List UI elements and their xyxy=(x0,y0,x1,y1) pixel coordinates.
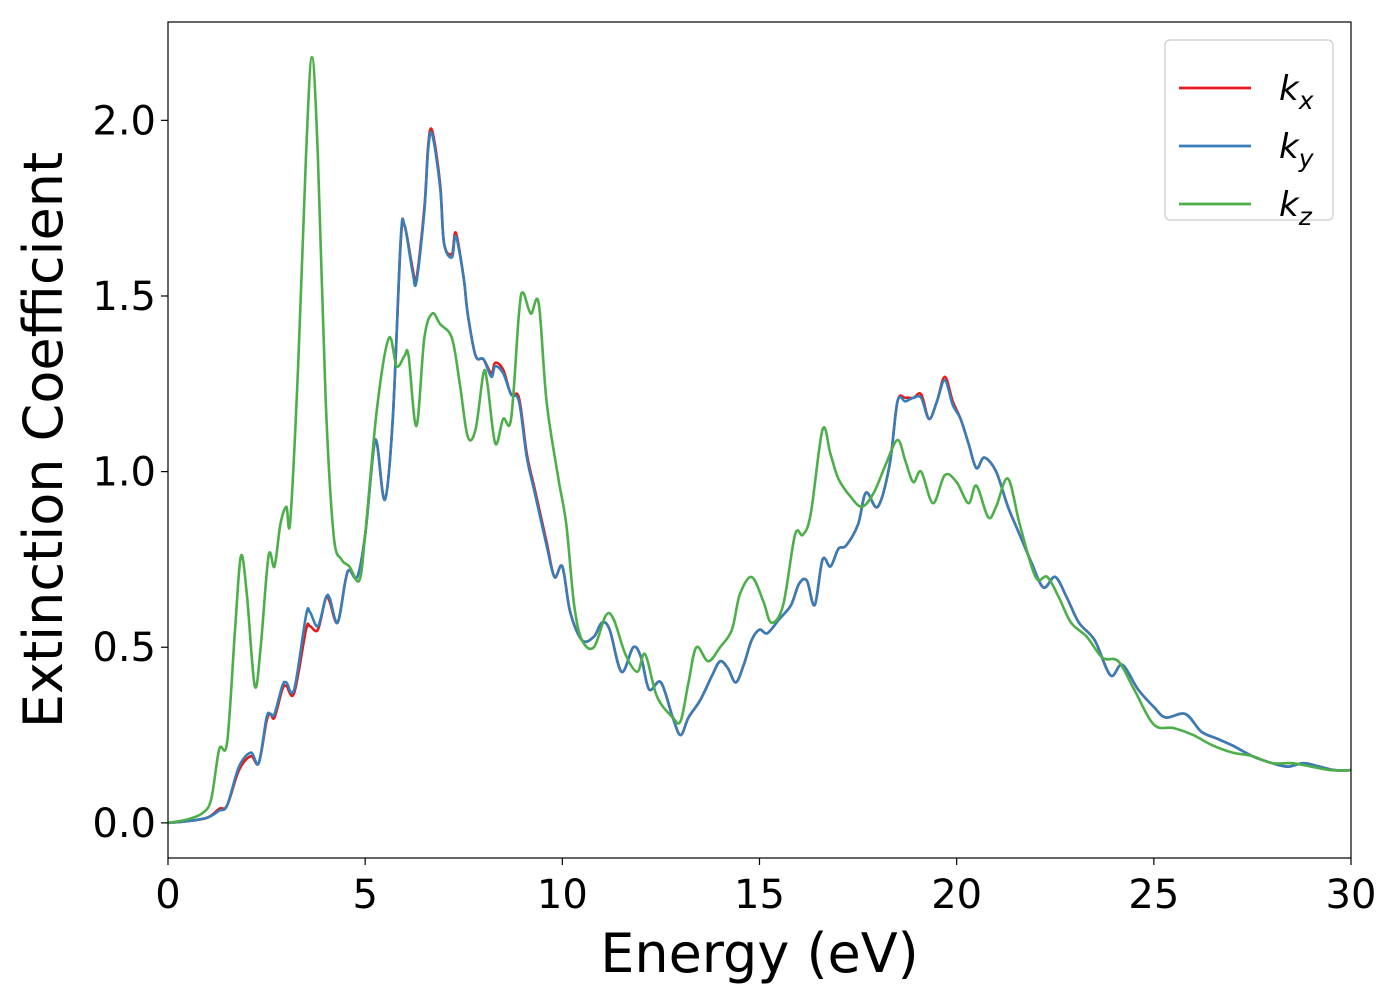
x-tick-label: 15 xyxy=(734,872,785,918)
x-axis-ticks: 0 5 10 15 20 25 30 xyxy=(155,858,1376,918)
legend-label: ky xyxy=(1279,127,1315,173)
y-tick-label: 1.5 xyxy=(92,274,156,320)
y-tick-label: 1.0 xyxy=(92,450,156,496)
series-line-k-z xyxy=(168,55,1351,825)
y-tick-label: 0.5 xyxy=(92,625,156,671)
x-tick-label: 20 xyxy=(931,872,982,918)
y-tick-label: 2.0 xyxy=(92,98,156,144)
legend: kx ky kz xyxy=(1164,39,1334,231)
x-axis-title: Energy (eV) xyxy=(600,922,919,985)
y-axis-ticks: 0.0 0.5 1.0 1.5 2.0 xyxy=(92,98,168,847)
legend-box xyxy=(1164,39,1334,221)
y-tick-label: 0.0 xyxy=(92,801,156,847)
x-tick-label: 10 xyxy=(537,872,588,918)
series-layer xyxy=(168,55,1351,825)
y-axis-title: Extinction Coefficient xyxy=(12,152,75,728)
legend-label: kx xyxy=(1279,69,1314,115)
x-tick-label: 0 xyxy=(155,872,180,918)
x-tick-label: 5 xyxy=(352,872,377,918)
x-tick-label: 25 xyxy=(1128,872,1179,918)
legend-label: kz xyxy=(1279,185,1313,231)
x-tick-label: 30 xyxy=(1326,872,1377,918)
